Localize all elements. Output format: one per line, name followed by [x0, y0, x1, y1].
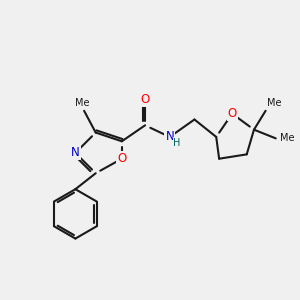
Text: O: O	[117, 152, 127, 165]
Text: H: H	[173, 138, 181, 148]
Text: N: N	[165, 130, 174, 143]
Text: Me: Me	[267, 98, 281, 109]
Text: O: O	[140, 93, 150, 106]
Text: N: N	[71, 146, 80, 159]
Text: Me: Me	[75, 98, 90, 109]
Text: O: O	[228, 107, 237, 120]
Text: Me: Me	[280, 134, 295, 143]
